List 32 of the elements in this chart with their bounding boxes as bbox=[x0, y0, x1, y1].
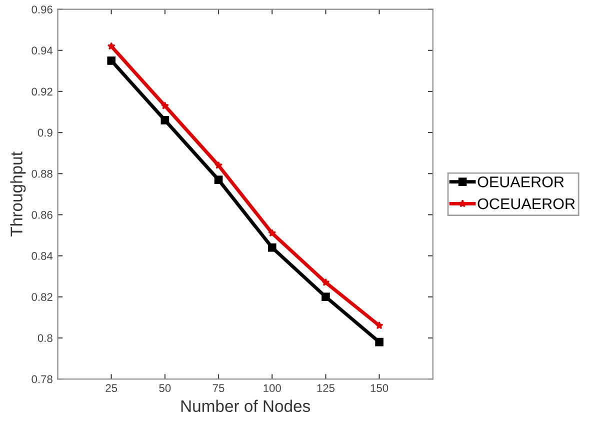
x-axis-title: Number of Nodes bbox=[181, 400, 310, 412]
x-tick-label: 125 bbox=[317, 384, 335, 392]
x-tick-label: 150 bbox=[370, 384, 388, 392]
x-tick-label: 25 bbox=[106, 384, 118, 392]
point bbox=[322, 278, 330, 286]
legend-label: OEUAEROR bbox=[478, 176, 564, 188]
point bbox=[268, 229, 276, 237]
y-axis-title: Throughput bbox=[10, 152, 26, 236]
legend-label: OCEUAEROR bbox=[478, 198, 575, 210]
y-tick-label: 0.84 bbox=[32, 252, 53, 260]
y-tick-label: 0.96 bbox=[32, 6, 52, 14]
point bbox=[375, 338, 384, 346]
y-tick-label: 0.86 bbox=[32, 210, 52, 219]
point bbox=[214, 161, 223, 169]
y-tick-label: 0.92 bbox=[32, 88, 52, 96]
point bbox=[107, 56, 116, 65]
x-tick-label: 75 bbox=[212, 384, 224, 392]
y-tick-label: 0.78 bbox=[32, 375, 52, 384]
point bbox=[160, 102, 169, 110]
point bbox=[160, 116, 170, 124]
point bbox=[375, 321, 384, 330]
y-tick-label: 0.8 bbox=[38, 334, 52, 342]
y-tick-label: 0.88 bbox=[32, 170, 52, 178]
point bbox=[214, 176, 223, 184]
y-tick-label: 0.82 bbox=[32, 293, 52, 301]
point bbox=[107, 42, 116, 50]
point bbox=[322, 292, 330, 302]
y-tick-label: 0.9 bbox=[38, 128, 52, 137]
y-tick-label: 0.94 bbox=[32, 46, 53, 55]
point bbox=[268, 243, 276, 252]
x-tick-label: 50 bbox=[159, 384, 171, 392]
x-tick-label: 100 bbox=[264, 384, 281, 392]
